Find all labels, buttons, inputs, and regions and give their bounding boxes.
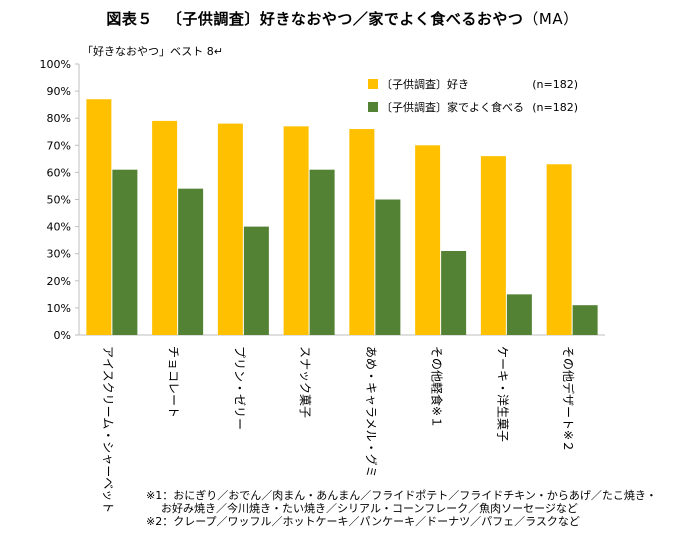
x-category-label: その他デザート※２ [561,346,576,452]
x-category-label: チョコレート [167,346,181,418]
y-tick-label: 20% [47,275,71,288]
footnote-2: ※2：クレープ／ワッフル／ホットケーキ／パンケーキ／ドーナツ／パフェ／ラスクなど [146,515,580,528]
x-category-label: あめ・キャラメル・グミ [364,346,378,478]
x-category-label: アイスクリーム・シャーベット [101,346,115,513]
bar-series-2 [572,305,598,335]
y-tick-label: 60% [47,166,71,179]
bar-series-2 [441,250,467,335]
legend-label: 〔子供調査〕家でよく食べる [381,100,524,114]
bar-series-1 [415,145,441,335]
footnotes: ※1：おにぎり／おでん／肉まん・あんまん／フライドポテト／フライドチキン・からあ… [146,489,657,528]
y-tick-label: 70% [47,139,71,152]
legend-n-label: (n=182) [532,101,578,114]
y-tick-label: 100% [40,58,71,71]
y-tick-label: 90% [47,85,71,98]
x-axis-labels: アイスクリーム・シャーベット チョコレート プリン・ゼリー スナック菓子 あめ・キャラメ… [101,346,576,513]
bar-series-2 [506,294,532,335]
footnote-1-continued: お好み焼き／今川焼き・たい焼き／シリアル・コーンフレーク／魚肉ソーセージなど [161,502,578,515]
title-label: 図表５ [106,10,153,28]
bar-series-1 [217,123,243,336]
y-tick-label: 50% [47,194,71,207]
x-category-label: ケーキ・洋生菓子 [495,346,510,442]
bar-series-2 [309,169,335,335]
y-tick-label: 30% [47,248,71,261]
bar-series-1 [86,99,112,335]
y-tick-label: 10% [47,302,71,315]
x-category-label: プリン・ゼリー [232,346,246,430]
legend-n-label: (n=182) [532,78,578,91]
bar-series-2 [178,188,204,335]
legend: 〔子供調査〕好き (n=182) 〔子供調査〕家でよく食べる (n=182) [368,77,578,114]
chart-subtitle: 「好きなおやつ」ベスト 8↵ [82,45,223,58]
bars [86,99,598,336]
footnote-1: ※1：おにぎり／おでん／肉まん・あんまん／フライドポテト／フライドチキン・からあ… [146,489,657,502]
bar-series-1 [546,164,572,335]
legend-label: 〔子供調査〕好き [381,77,469,91]
title-text: 〔子供調査〕好きなおやつ／家でよく食べるおやつ [166,10,524,28]
legend-swatch [368,102,378,112]
bar-series-2 [375,199,401,335]
chart-title: 図表５ 〔子供調査〕好きなおやつ／家でよく食べるおやつ（MA） [0,8,685,29]
bar-series-2 [243,226,269,335]
x-category-label: その他軽食※１ [430,346,445,428]
x-category-label: スナック菓子 [298,346,312,418]
y-tick-label: 80% [47,112,71,125]
bar-series-1 [480,156,506,335]
legend-swatch [368,79,378,89]
bar-series-2 [112,169,138,335]
y-tick-label: 0% [54,329,71,342]
bar-series-1 [283,126,309,335]
y-tick-label: 40% [47,221,71,234]
bar-series-1 [152,120,178,335]
title-suffix: （MA） [523,10,579,28]
bar-series-1 [349,129,375,335]
